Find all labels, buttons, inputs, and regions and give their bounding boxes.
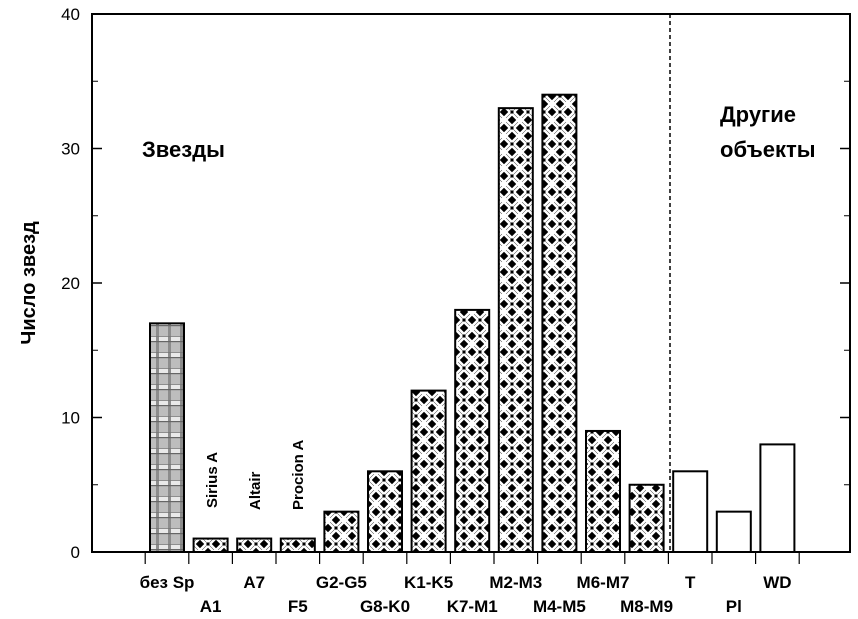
bar-k1-k5 bbox=[410, 389, 447, 553]
category-labels: без Sp A1 A7 F5 G2-G5 G8-K0 K1-K5 K7-M1 M2-M3 M4-… bbox=[140, 573, 792, 616]
vertical-label-sirius-a: Sirius A bbox=[204, 452, 221, 508]
vertical-label-altair: Altair bbox=[247, 471, 264, 510]
bar-g2-g5 bbox=[323, 510, 360, 553]
y-tick-label: 10 bbox=[61, 409, 80, 428]
vertical-label-procion-a: Procion A bbox=[290, 440, 307, 510]
stars-group-label: Звезды bbox=[142, 137, 225, 162]
y-tick-label: 40 bbox=[61, 5, 80, 24]
bar-t bbox=[672, 470, 709, 553]
y-tick-label: 0 bbox=[71, 543, 80, 562]
x-tick-label: M6-M7 bbox=[577, 573, 630, 592]
bar-m4-m5 bbox=[541, 93, 578, 553]
x-tick-label: M4-M5 bbox=[533, 597, 586, 616]
bars bbox=[149, 93, 796, 554]
bar-m8-m9 bbox=[628, 483, 665, 553]
x-tick-label: K1-K5 bbox=[404, 573, 453, 592]
y-tick-label: 30 bbox=[61, 140, 80, 159]
x-tick-label: G2-G5 bbox=[316, 573, 367, 592]
x-tick-label: A7 bbox=[243, 573, 265, 592]
x-tick-label: T bbox=[685, 573, 696, 592]
x-axis bbox=[144, 552, 800, 564]
bar-a1 bbox=[192, 537, 229, 553]
other-group-label-line1: Другие bbox=[720, 102, 796, 127]
x-tick-label: F5 bbox=[288, 597, 308, 616]
bar-f5 bbox=[279, 537, 316, 553]
bar-pl bbox=[715, 510, 752, 553]
y-tick-label: 20 bbox=[61, 274, 80, 293]
bar-a7 bbox=[236, 537, 273, 553]
x-tick-label: Pl bbox=[726, 597, 742, 616]
x-tick-label: K7-M1 bbox=[447, 597, 498, 616]
bar-m6-m7 bbox=[585, 429, 621, 554]
bar-m2-m3 bbox=[497, 107, 534, 554]
x-tick-label: без Sp bbox=[140, 573, 195, 592]
x-tick-label: M2-M3 bbox=[489, 573, 542, 592]
x-tick-label: WD bbox=[763, 573, 791, 592]
x-tick-label: M8-M9 bbox=[620, 597, 673, 616]
x-tick-label: A1 bbox=[200, 597, 222, 616]
bar-wd bbox=[759, 443, 796, 553]
other-group-label-line2: объекты bbox=[720, 137, 816, 162]
x-tick-label: G8-K0 bbox=[360, 597, 410, 616]
bar-без-sp bbox=[149, 322, 185, 553]
bar-k7-m1 bbox=[454, 308, 491, 553]
y-axis-label: Число звезд bbox=[18, 221, 40, 345]
y-axis: 0 10 20 30 40 bbox=[61, 5, 850, 562]
bar-g8-k0 bbox=[367, 470, 403, 553]
